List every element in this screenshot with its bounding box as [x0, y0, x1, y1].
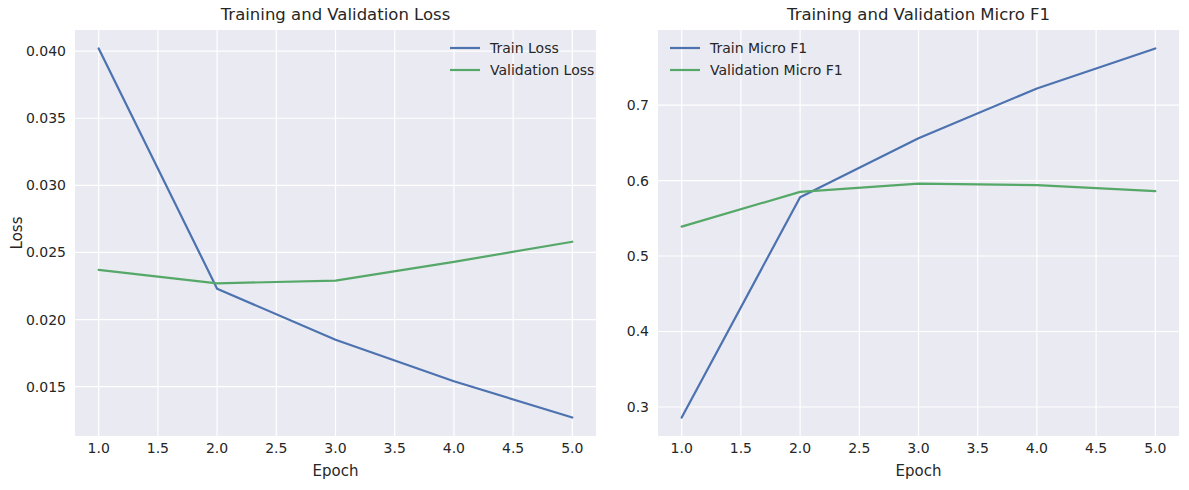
- x-tick-label: 4.5: [502, 440, 524, 456]
- x-tick-label: 3.5: [967, 440, 989, 456]
- y-tick-label: 0.020: [26, 312, 66, 328]
- y-axis-label: Loss: [8, 216, 26, 249]
- x-tick-label: 5.0: [1144, 440, 1166, 456]
- x-tick-label: 3.5: [384, 440, 406, 456]
- legend-label: Train Micro F1: [709, 40, 807, 56]
- x-tick-label: 4.0: [443, 440, 465, 456]
- y-tick-label: 0.7: [627, 97, 649, 113]
- x-tick-label: 4.5: [1085, 440, 1107, 456]
- chart-title: Training and Validation Micro F1: [786, 5, 1050, 24]
- loss-chart: Training and Validation Loss 1.0 1.5 2.0 2.5…: [0, 0, 627, 490]
- y-tick-label: 0.030: [26, 177, 66, 193]
- x-tick-label: 1.0: [88, 440, 110, 456]
- y-tick-label: 0.035: [26, 110, 66, 126]
- y-tick-label: 0.040: [26, 43, 66, 59]
- x-tick-label: 3.0: [324, 440, 346, 456]
- x-tick-label: 1.5: [730, 440, 752, 456]
- x-axis-label: Epoch: [313, 462, 359, 480]
- figure: Training and Validation Loss 1.0 1.5 2.0 2.5…: [0, 0, 1189, 490]
- y-tick-label: 0.3: [627, 399, 649, 415]
- micro-f1-chart: Training and Validation Micro F1 1.0 1.5 2.…: [627, 0, 1189, 490]
- x-tick-label: 2.5: [265, 440, 287, 456]
- legend-label: Validation Loss: [490, 62, 594, 78]
- x-tick-label: 2.5: [848, 440, 870, 456]
- x-tick-label: 5.0: [561, 440, 583, 456]
- legend-label: Validation Micro F1: [710, 62, 843, 78]
- x-tick-label: 3.0: [907, 440, 929, 456]
- legend-label: Train Loss: [489, 40, 559, 56]
- x-tick-label: 4.0: [1026, 440, 1048, 456]
- y-tick-label: 0.025: [26, 244, 66, 260]
- x-axis-label: Epoch: [896, 462, 942, 480]
- y-tick-label: 0.5: [627, 248, 649, 264]
- y-tick-label: 0.015: [26, 379, 66, 395]
- x-tick-label: 1.0: [671, 440, 693, 456]
- x-tick-label: 2.0: [206, 440, 228, 456]
- chart-title: Training and Validation Loss: [220, 5, 451, 24]
- x-tick-label: 2.0: [789, 440, 811, 456]
- x-tick-label: 1.5: [147, 440, 169, 456]
- y-tick-label: 0.4: [627, 323, 649, 339]
- y-tick-label: 0.6: [627, 173, 649, 189]
